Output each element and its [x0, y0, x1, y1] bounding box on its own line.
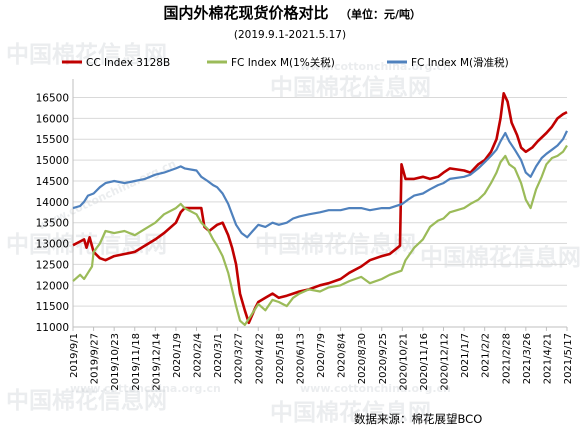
chart-subtitle: (2019.9.1-2021.5.17): [234, 29, 346, 41]
x-tick-label: 2019/12/14: [151, 333, 162, 391]
x-tick-label: 2020/5/18: [275, 333, 286, 384]
x-tick-label: 2019/10/23: [110, 333, 121, 391]
series-line-2: [72, 144, 568, 326]
watermark-text: 中国棉花信息网: [270, 74, 431, 101]
x-tick-label: 2021/5/17: [563, 333, 574, 384]
y-tick-label: 12500: [36, 259, 69, 271]
x-tick-label: 2021/2/2: [481, 333, 492, 378]
series-layer: [72, 92, 568, 326]
x-tick-label: 2020/6/13: [295, 333, 306, 384]
x-tick-label: 2020/9/25: [378, 333, 389, 384]
x-tick-label: 2021/4/21: [542, 333, 553, 384]
legend-label: FC Index M(滑准税): [411, 56, 509, 69]
y-tick-label: 15500: [36, 134, 69, 146]
x-tick-label: 2020/1/9: [172, 333, 183, 378]
y-axis: 11000 11500 12000 12500 13000 13500 14000 14500…: [36, 79, 74, 334]
y-tick-label: 11500: [36, 301, 69, 313]
watermark-text: 中国棉花信息网: [6, 41, 167, 68]
source-note: 数据来源：棉花展望BCO: [354, 412, 482, 426]
x-tick-label: 2020/12/12: [440, 333, 451, 391]
x-tick-label: 2020/10/21: [398, 333, 409, 391]
x-tick-label: 2020/8/30: [357, 333, 368, 384]
x-tick-label: 2020/3/1: [213, 333, 224, 378]
x-axis: 2019/9/1 2019/9/27 2019/10/23 2019/11/18 201…: [69, 326, 574, 391]
legend: CC Index 3128B FC Index M(1%关税) FC Index M…: [62, 56, 509, 69]
watermark-text: 中国棉花信息网: [6, 387, 167, 414]
x-tick-label: 2020/3/27: [234, 333, 245, 384]
chart-title: 国内外棉花现货价格对比: [163, 4, 328, 22]
series-line-1: [72, 92, 568, 325]
x-tick-label: 2021/3/26: [522, 333, 533, 384]
legend-label: FC Index M(1%关税): [231, 56, 335, 69]
y-tick-label: 13000: [36, 239, 69, 251]
x-tick-label: 2021/1/7: [460, 333, 471, 378]
y-tick-label: 16000: [36, 113, 69, 125]
watermark-url: www.cottonchina.org.cn: [70, 382, 221, 395]
watermark-url: www.cottonchina.org.cn: [300, 60, 451, 73]
x-tick-label: 2019/9/1: [69, 333, 80, 378]
y-tick-label: 15000: [36, 155, 69, 167]
y-tick-label: 16500: [36, 93, 69, 105]
x-tick-label: 2020/4/22: [254, 333, 265, 384]
y-tick-label: 14000: [36, 197, 69, 209]
series-line-3: [72, 130, 568, 239]
y-tick-label: 12000: [36, 280, 69, 292]
legend-label: CC Index 3128B: [86, 57, 170, 69]
watermark-url: www.cottonchina.org.cn: [300, 382, 451, 395]
unit-note: （单位：元/吨）: [340, 7, 421, 21]
y-tick-label: 11000: [36, 322, 69, 334]
watermark-text: 中国棉花信息网: [420, 244, 581, 271]
watermark-text: 中国棉花信息网: [255, 231, 416, 258]
watermark-text: 中国棉花信息网: [270, 399, 431, 426]
x-tick-label: 2020/2/4: [193, 333, 204, 378]
x-tick-label: 2021/2/28: [501, 333, 512, 384]
y-tick-label: 14500: [36, 176, 69, 188]
x-tick-label: 2019/11/18: [131, 333, 142, 391]
x-tick-label: 2020/8/4: [337, 333, 348, 378]
y-tick-label: 13500: [36, 218, 69, 230]
x-tick-label: 2020/7/9: [316, 333, 327, 378]
x-tick-label: 2019/9/27: [90, 333, 101, 384]
x-tick-label: 2020/11/16: [419, 333, 430, 391]
